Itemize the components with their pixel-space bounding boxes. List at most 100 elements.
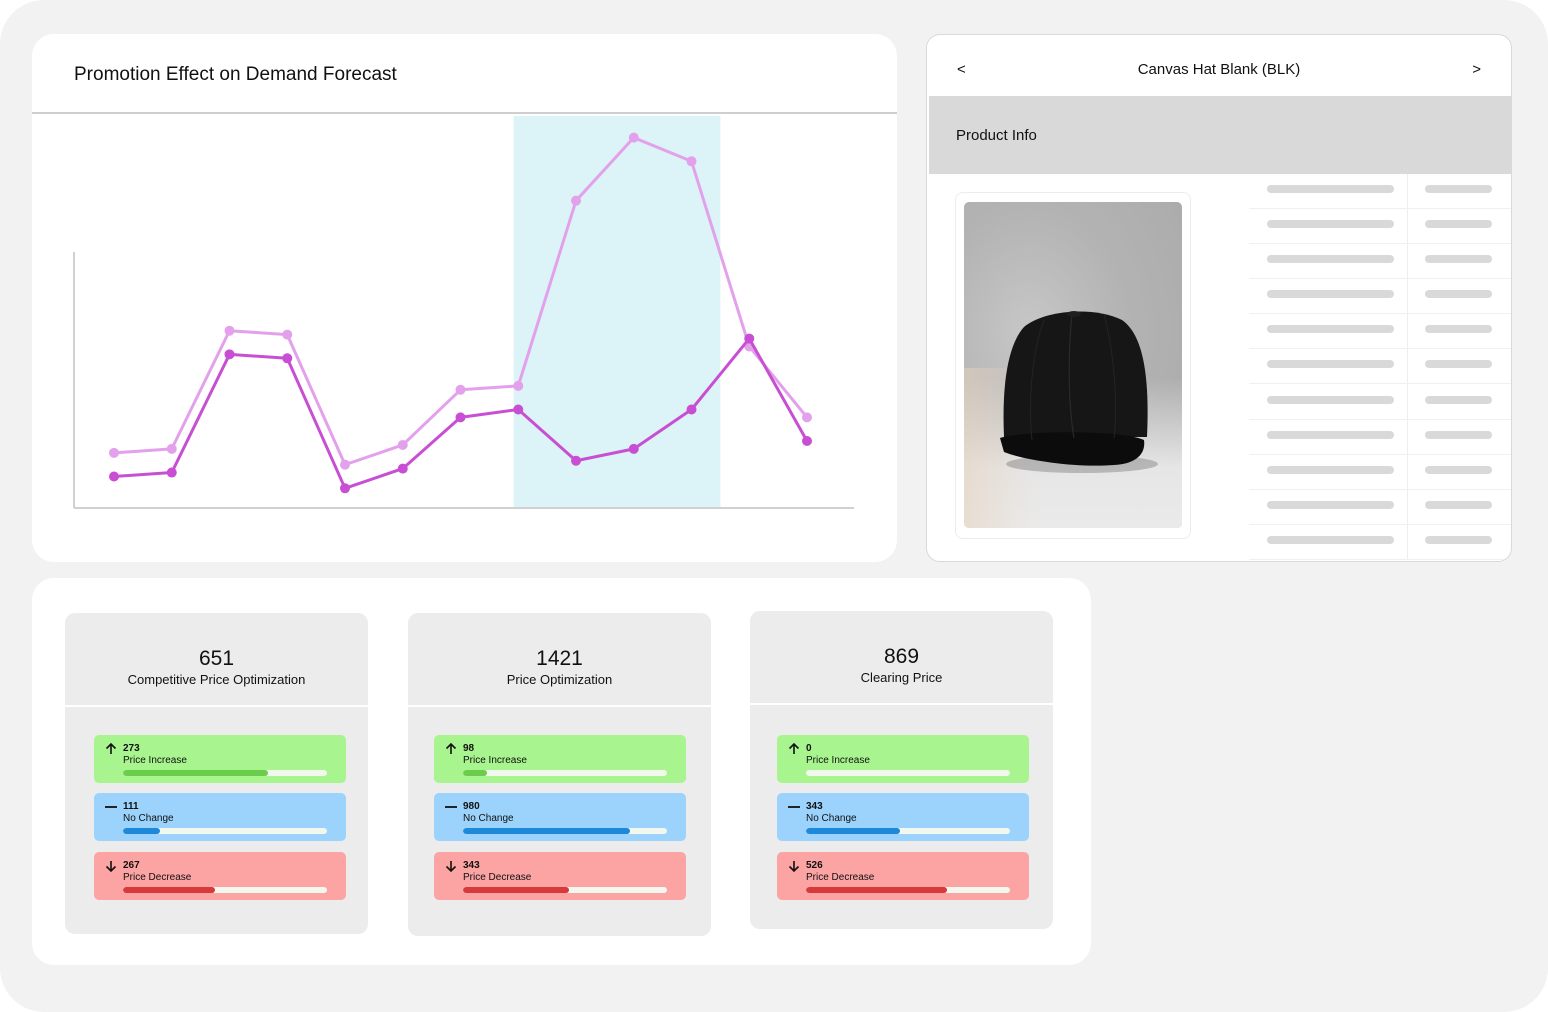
metric-progress-track — [463, 770, 667, 776]
attribute-row — [1249, 174, 1511, 209]
series-1-point — [282, 329, 293, 340]
series-2-point — [109, 471, 119, 482]
attribute-value-placeholder — [1425, 395, 1492, 404]
series-2-point — [513, 404, 524, 415]
series-1-point — [340, 459, 350, 470]
attribute-value-placeholder — [1425, 465, 1492, 474]
metric-progress-fill — [123, 887, 215, 893]
demand-forecast-card: Promotion Effect on Demand Forecast — [32, 34, 897, 562]
arrow-up-icon — [445, 742, 457, 754]
attribute-row — [1249, 455, 1511, 490]
previous-product-button[interactable]: < — [957, 61, 966, 78]
attribute-value-placeholder — [1425, 360, 1492, 369]
product-info-header: Product Info — [929, 96, 1511, 174]
attribute-name-placeholder — [1267, 325, 1394, 334]
attribute-row — [1249, 490, 1511, 525]
attribute-value-placeholder — [1425, 500, 1492, 509]
stat-card-header: 1421 Price Optimization — [408, 613, 711, 707]
metric-progress-fill — [463, 770, 488, 776]
dash-icon — [788, 806, 800, 808]
stat-card-clearing-price[interactable]: 869 Clearing Price 0 Price Increase 343 … — [750, 611, 1053, 929]
attribute-name-placeholder — [1267, 220, 1394, 229]
series-1-point — [224, 325, 235, 336]
stat-total-value: 869 — [883, 645, 920, 668]
series-1-point — [166, 443, 177, 454]
attribute-name-placeholder — [1267, 500, 1394, 509]
metric-value: 0 — [806, 743, 812, 754]
metric-progress-track — [806, 887, 1010, 893]
series-2-point — [802, 436, 812, 447]
series-2-point — [340, 483, 350, 494]
metric-progress-track — [806, 828, 1010, 834]
metric-no-change: 111 No Change — [94, 793, 346, 841]
stat-title: Price Optimization — [506, 672, 613, 687]
metric-value: 111 — [123, 801, 139, 812]
arrow-down-icon — [105, 861, 117, 873]
series-1-point — [802, 412, 812, 423]
stat-card-competitive-price-optimization[interactable]: 651 Competitive Price Optimization 273 P… — [65, 613, 368, 934]
series-2-point — [224, 349, 235, 360]
attribute-name-placeholder — [1267, 290, 1394, 299]
metric-progress-fill — [806, 887, 947, 893]
stat-total-value: 651 — [198, 647, 235, 670]
series-1-point — [397, 439, 408, 450]
metric-progress-track — [123, 887, 327, 893]
attribute-value-placeholder — [1425, 255, 1492, 264]
series-2-point — [166, 467, 177, 478]
metric-value: 343 — [806, 801, 823, 812]
metric-progress-fill — [123, 770, 268, 776]
product-card: < Canvas Hat Blank (BLK) > Product Info — [926, 34, 1512, 562]
metric-value: 343 — [463, 860, 480, 871]
metric-value: 273 — [123, 743, 140, 754]
metric-progress-track — [123, 828, 327, 834]
metric-label: Price Increase — [463, 755, 527, 766]
series-1-point — [571, 195, 581, 206]
chart-divider — [32, 112, 897, 114]
metric-price-decrease: 267 Price Decrease — [94, 852, 346, 900]
product-image — [964, 202, 1182, 528]
series-2-point — [744, 333, 755, 344]
attribute-name-placeholder — [1267, 185, 1394, 193]
stat-total-value: 1421 — [536, 647, 583, 670]
metric-no-change: 980 No Change — [434, 793, 686, 841]
attribute-value-placeholder — [1425, 535, 1492, 544]
attribute-row — [1249, 349, 1511, 385]
metric-label: Price Increase — [123, 755, 187, 766]
metric-label: Price Decrease — [806, 872, 875, 883]
metric-progress-fill — [806, 828, 900, 834]
metric-label: Price Increase — [806, 755, 870, 766]
stat-card-header: 651 Competitive Price Optimization — [65, 613, 368, 707]
attribute-row — [1249, 525, 1511, 560]
chart-title: Promotion Effect on Demand Forecast — [74, 64, 397, 85]
metric-label: Price Decrease — [463, 872, 532, 883]
attribute-row — [1249, 385, 1511, 420]
metric-label: No Change — [463, 813, 514, 824]
black-baseball-cap-icon — [1000, 311, 1158, 473]
attribute-row — [1249, 279, 1511, 315]
promotion-highlight-band — [513, 116, 721, 508]
stat-title: Clearing Price — [860, 670, 943, 685]
attribute-name-placeholder — [1267, 430, 1394, 439]
stat-card-price-optimization[interactable]: 1421 Price Optimization 98 Price Increas… — [408, 613, 711, 936]
metric-price-decrease: 343 Price Decrease — [434, 852, 686, 900]
series-1-point — [109, 447, 119, 458]
metric-value: 267 — [123, 860, 140, 871]
next-product-button[interactable]: > — [1472, 61, 1481, 78]
attribute-value-placeholder — [1425, 220, 1492, 229]
product-info-label: Product Info — [956, 127, 1037, 144]
series-1-point — [686, 156, 697, 167]
series-2-point — [455, 412, 466, 423]
metric-price-increase: 98 Price Increase — [434, 735, 686, 783]
series-1-point — [513, 380, 524, 391]
attribute-value-placeholder — [1425, 325, 1492, 334]
attribute-name-placeholder — [1267, 255, 1394, 264]
product-image-frame — [955, 192, 1191, 539]
attribute-row — [1249, 209, 1511, 245]
attribute-row — [1249, 244, 1511, 280]
product-header: < Canvas Hat Blank (BLK) > — [927, 35, 1511, 97]
attribute-row — [1249, 314, 1511, 350]
metric-progress-fill — [123, 828, 160, 834]
series-2-point — [686, 404, 697, 415]
attribute-value-placeholder — [1425, 290, 1492, 299]
